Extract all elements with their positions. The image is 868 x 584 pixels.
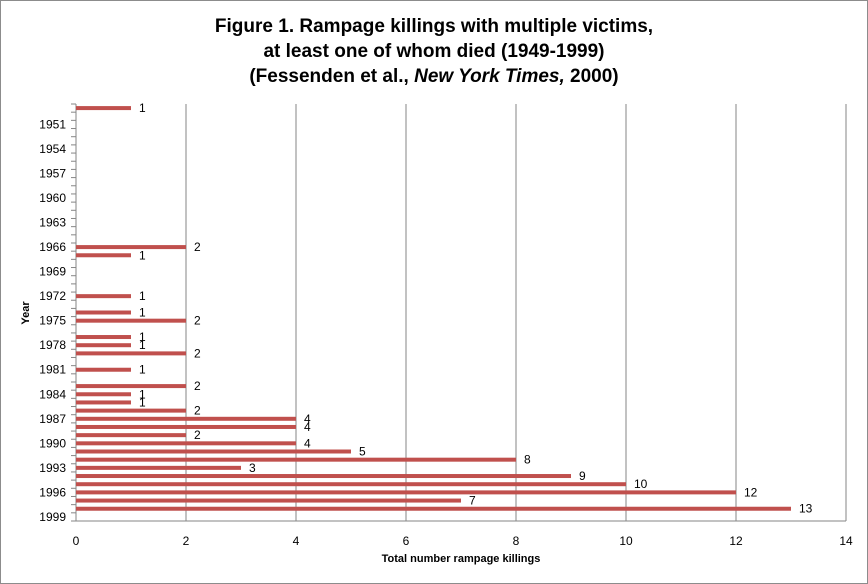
chart-title-source-suffix: 2000) [565,66,619,87]
bar-1996 [76,490,736,495]
data-label-1993: 3 [249,461,256,475]
data-label-1981: 1 [139,363,146,377]
data-label-1984: 1 [139,387,146,401]
data-label-1983: 2 [194,379,201,393]
bar-1992 [76,457,516,462]
y-tick-label-1954: 1954 [39,142,66,156]
bar-1983 [76,384,186,389]
y-tick-label-1981: 1981 [39,363,66,377]
tick-labels: 0 2 4 6 8 10 12 1419511954195719601963196619691… [39,117,853,548]
x-tick-label-8: 8 [513,534,520,548]
bar-1974 [76,310,131,315]
bar-1972 [76,294,131,299]
bar-1977 [76,335,131,340]
bar-1979 [76,351,186,356]
data-label-1995: 10 [634,477,648,491]
bar-1986 [76,408,186,413]
y-tick-label-1957: 1957 [39,167,66,181]
x-tick-label-2: 2 [183,534,190,548]
y-tick-label-1960: 1960 [39,191,66,205]
data-label-1978: 1 [139,338,146,352]
bar-1984 [76,392,131,397]
data-label-1975: 2 [194,314,201,328]
x-tick-label-12: 12 [729,534,743,548]
bar-1994 [76,474,571,479]
bar-1995 [76,482,626,487]
bar-1975 [76,318,186,323]
data-label-1997: 7 [469,494,476,508]
bar-1988 [76,424,296,429]
bar-1991 [76,449,351,454]
bar-1985 [76,400,131,405]
data-label-1974: 1 [139,306,146,320]
data-label-1986: 2 [194,404,201,418]
bar-1966 [76,245,186,250]
x-tick-label-0: 0 [73,534,80,548]
chart-title-source-prefix: (Fessenden et al., [249,66,414,87]
y-tick-label-1990: 1990 [39,436,66,450]
bars [76,106,791,511]
bar-1949 [76,106,131,111]
data-label-1998: 13 [799,502,813,516]
data-label-1992: 8 [524,453,531,467]
y-tick-label-1963: 1963 [39,216,66,230]
y-tick-label-1978: 1978 [39,338,66,352]
bar-1993 [76,465,241,470]
data-label-1991: 5 [359,445,366,459]
y-axis-title: Year [20,301,32,325]
data-label-1949: 1 [139,101,146,115]
bar-1989 [76,433,186,438]
y-tick-label-1984: 1984 [39,387,66,401]
y-tick-label-1999: 1999 [39,510,66,524]
y-tick-label-1993: 1993 [39,461,66,475]
data-label-1987: 4 [304,412,311,426]
x-tick-label-4: 4 [293,534,300,548]
data-label-1994: 9 [579,469,586,483]
bar-1998 [76,506,791,511]
x-tick-label-6: 6 [403,534,410,548]
data-label-1989: 2 [194,428,201,442]
bar-1987 [76,416,296,421]
data-label-1990: 4 [304,436,311,450]
y-tick-label-1966: 1966 [39,240,66,254]
bar-1997 [76,498,461,503]
bar-1981 [76,367,131,372]
y-tick-label-1969: 1969 [39,265,66,279]
bar-1967 [76,253,131,258]
data-label-1972: 1 [139,289,146,303]
chart-title-line-2: at least one of whom died (1949-1999) [263,41,604,62]
bar-1990 [76,441,296,446]
x-tick-label-10: 10 [619,534,633,548]
x-axis-title: Total number rampage killings [382,553,541,565]
bar-1978 [76,343,131,348]
data-label-1966: 2 [194,240,201,254]
y-tick-label-1987: 1987 [39,412,66,426]
y-tick-label-1975: 1975 [39,314,66,328]
chart-title-line-3: (Fessenden et al., New York Times, 2000) [249,66,618,87]
data-label-1985: 1 [139,395,146,409]
chart-title-line-1: Figure 1. Rampage killings with multiple… [215,16,653,37]
y-tick-label-1996: 1996 [39,485,66,499]
data-label-1996: 12 [744,485,758,499]
y-tick-label-1951: 1951 [39,117,66,131]
chart-title-source-italic: New York Times, [414,66,565,87]
data-label-1988: 4 [304,420,311,434]
data-label-1977: 1 [139,330,146,344]
data-label-1979: 2 [194,346,201,360]
data-label-1967: 1 [139,248,146,262]
y-tick-label-1972: 1972 [39,289,66,303]
x-tick-label-14: 14 [839,534,853,548]
